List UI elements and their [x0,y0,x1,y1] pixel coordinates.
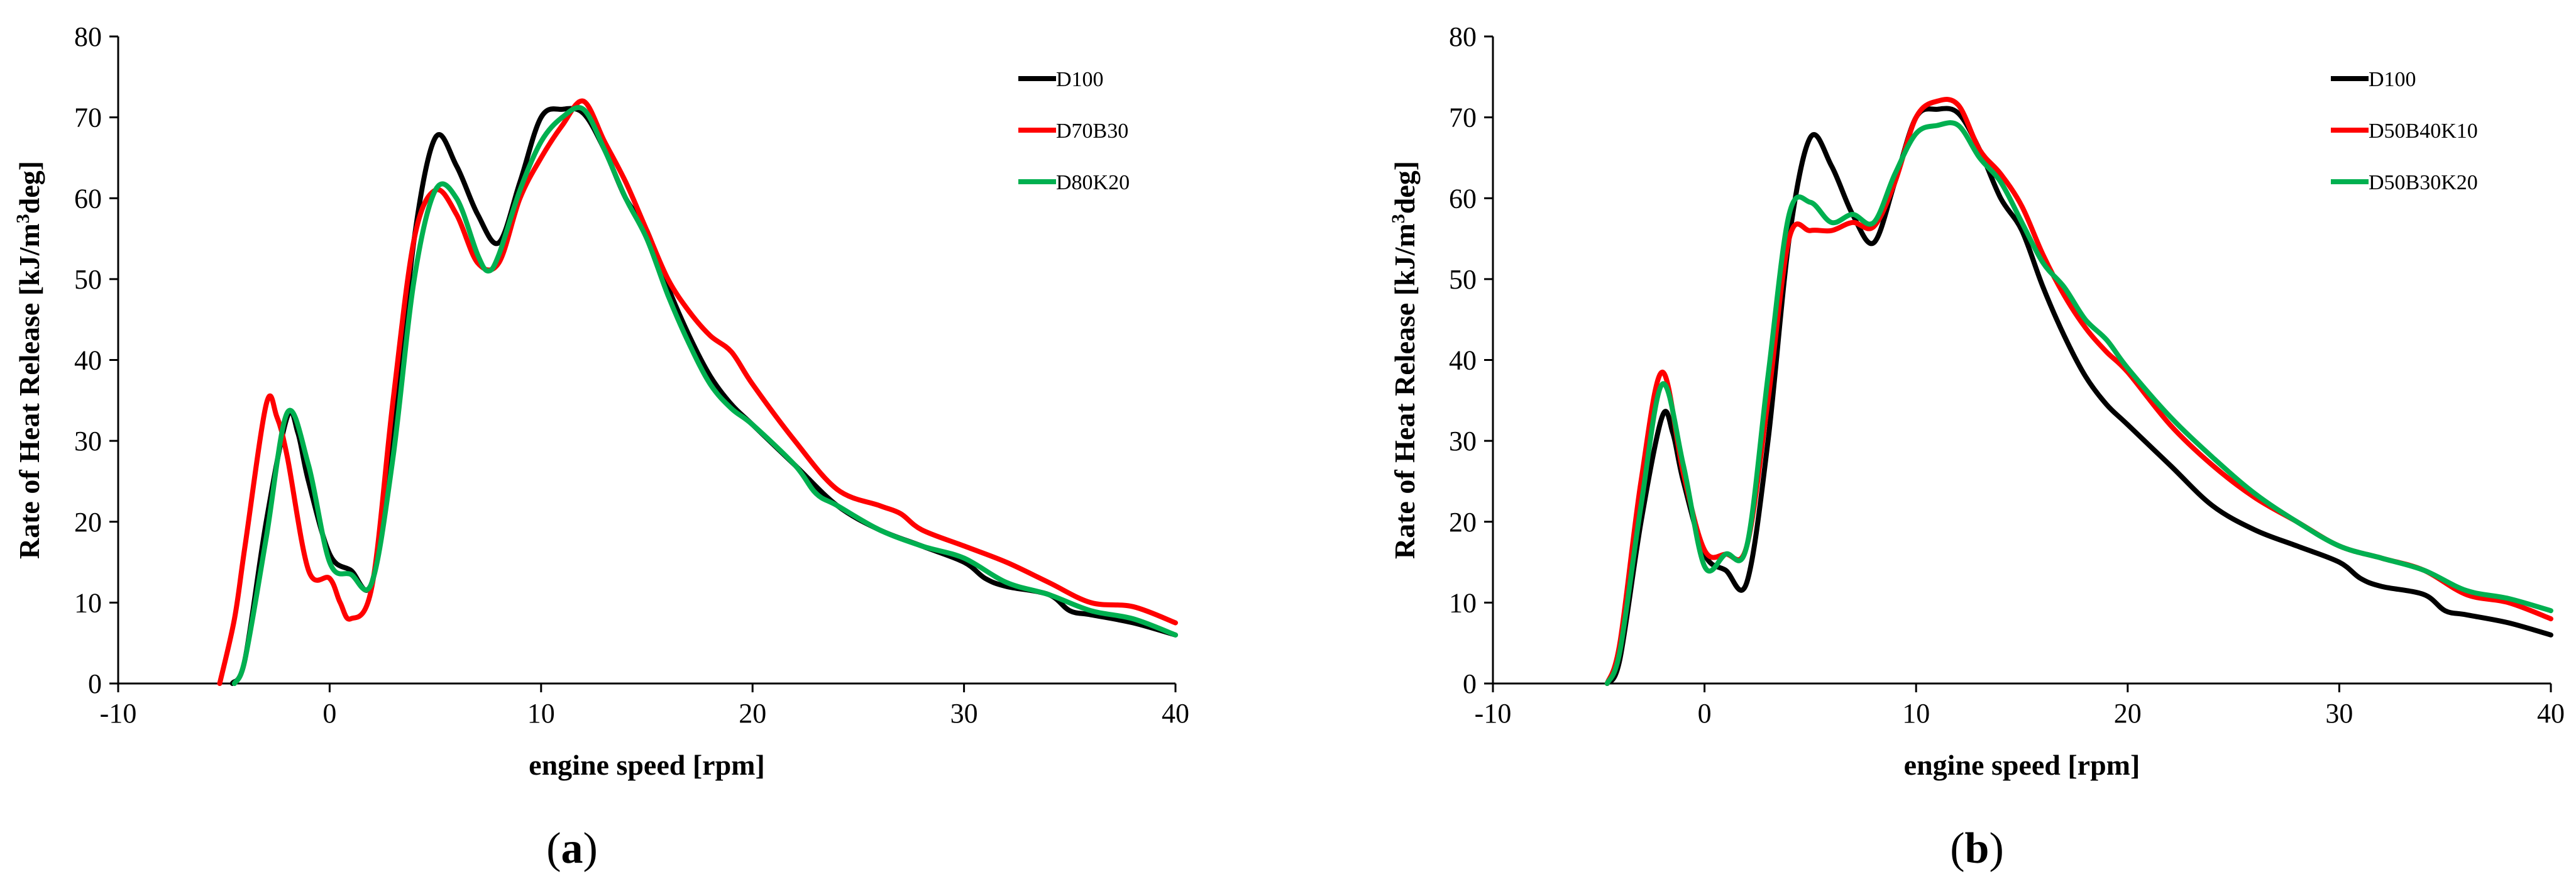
x-tick-label: -10 [100,698,137,729]
y-tick-label: 10 [1449,587,1477,618]
y-axis-title: Rate of Heat Release [kJ/m3deg] [1388,161,1421,559]
x-tick-label: 20 [739,698,766,729]
series-line-d100 [229,106,1178,686]
x-tick-label: 20 [2114,698,2142,729]
series-line-d50b30k20 [1604,120,2553,686]
y-tick-label: 20 [1449,507,1477,538]
y-tick-label: 50 [74,264,102,295]
x-tick-label: 30 [2325,698,2353,729]
legend-label: D100 [2369,68,2416,91]
legend-label: D50B30K20 [2369,171,2478,194]
panel-label-close: ) [583,824,598,873]
panel-label-letter: b [1965,824,1990,873]
series-line-d80k20 [232,105,1178,686]
panel-label: (b) [1950,824,2004,873]
y-tick-label: 60 [74,183,102,214]
y-tick-label: 70 [74,102,102,133]
legend-label: D80K20 [1056,171,1130,194]
panel-label-close: ) [1989,824,2003,873]
y-axis-title-superscript: 3 [1388,214,1409,223]
y-tick-label: 30 [74,426,102,457]
legend-label: D70B30 [1056,119,1128,143]
y-tick-label: 50 [1449,264,1477,295]
y-axis-title: Rate of Heat Release [kJ/m3deg] [13,161,46,559]
legend-label: D100 [1056,68,1104,91]
y-tick-label: 0 [1463,668,1477,699]
y-axis-title-part: Rate of Heat Release [kJ/m [1389,223,1421,559]
series-line-d70b30 [217,98,1178,686]
y-tick-label: 80 [1449,21,1477,52]
x-tick-label: 40 [1162,698,1189,729]
y-tick-label: 30 [1449,426,1477,457]
y-tick-label: 80 [74,21,102,52]
x-tick-label: 0 [322,698,336,729]
panel-label: (a) [546,824,598,873]
y-axis-title-superscript: 3 [13,214,33,223]
x-tick-label: 10 [1902,698,1930,729]
x-axis-title: engine speed [rpm] [529,749,765,781]
panel-label-letter: a [561,824,583,873]
y-tick-label: 70 [1449,102,1477,133]
legend-label: D50B40K10 [2369,119,2478,143]
y-tick-label: 40 [74,345,102,376]
y-tick-label: 60 [1449,183,1477,214]
x-tick-label: 40 [2537,698,2565,729]
panel-label-open: ( [1950,824,1964,873]
y-tick-label: 0 [88,668,102,699]
y-tick-label: 20 [74,507,102,538]
panel-label-open: ( [546,824,561,873]
series-line-d100 [1604,106,2553,686]
x-tick-label: 0 [1698,698,1712,729]
x-tick-label: -10 [1475,698,1512,729]
y-tick-label: 10 [74,587,102,618]
y-axis-title-part: Rate of Heat Release [kJ/m [13,223,45,559]
y-axis-title-part: deg] [13,161,45,214]
y-tick-label: 40 [1449,345,1477,376]
x-axis-title: engine speed [rpm] [1904,749,2140,781]
y-axis-title-part: deg] [1389,161,1421,214]
x-tick-label: 10 [527,698,555,729]
x-tick-label: 30 [950,698,978,729]
